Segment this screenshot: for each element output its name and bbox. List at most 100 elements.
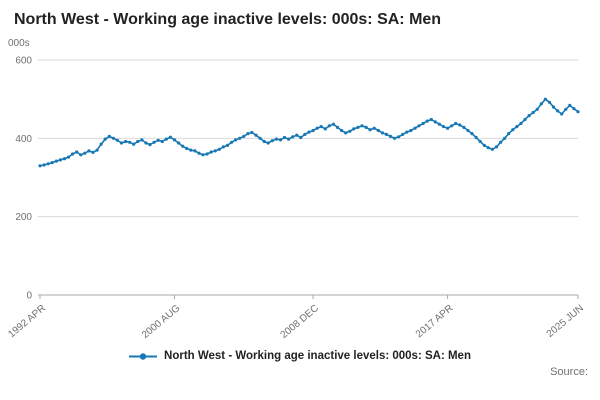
series-point (172, 138, 177, 142)
series-point (499, 140, 503, 144)
series-point (568, 103, 572, 107)
series-point (111, 136, 115, 140)
chart-title: North West - Working age inactive levels… (14, 11, 442, 28)
series-point (437, 122, 441, 126)
series-point (405, 130, 409, 134)
series-point (462, 125, 466, 129)
series-point (71, 152, 75, 156)
series-point (168, 135, 172, 139)
series-point (327, 124, 331, 128)
series-point (225, 143, 230, 147)
series-point (450, 124, 454, 128)
series-point (282, 135, 287, 140)
series-point (409, 128, 413, 133)
series-point (368, 128, 372, 132)
series-point (234, 138, 238, 142)
series-point (384, 132, 388, 136)
series-point (429, 117, 433, 122)
series-point (66, 155, 71, 159)
series-point (458, 123, 462, 127)
series-point (213, 149, 217, 153)
series-point (189, 148, 193, 152)
series-point (299, 135, 303, 140)
series-point (185, 146, 189, 151)
series-point (315, 126, 319, 130)
series-point (551, 105, 556, 109)
x-tick-label: 2017 APR (414, 303, 456, 340)
series-point (238, 136, 242, 140)
series-point (335, 125, 340, 129)
series-point (209, 150, 213, 154)
series-point (152, 140, 156, 144)
series-point (270, 139, 274, 143)
series-point (254, 133, 258, 137)
legend-marker-dot (139, 352, 147, 360)
series-point (560, 112, 564, 116)
series-point (535, 107, 539, 111)
series-point (128, 140, 132, 144)
y-tick-label: 600 (15, 56, 32, 67)
source-label: Source: (550, 366, 588, 378)
series-point (54, 159, 58, 163)
series-point (42, 163, 46, 167)
series-point (490, 147, 494, 151)
series-point (356, 125, 360, 129)
series-point (543, 97, 548, 101)
series-point (515, 125, 519, 129)
series-point (291, 135, 295, 139)
series-point (87, 149, 91, 153)
series-point (258, 136, 262, 140)
chart-legend: North West - Working age inactive levels… (0, 350, 600, 362)
series-point (454, 121, 458, 126)
series-point (250, 130, 254, 135)
series-point (470, 132, 474, 136)
series-point (572, 107, 576, 111)
series-point (478, 139, 482, 144)
series-point (274, 137, 278, 141)
series-point (115, 138, 119, 142)
series-point (340, 128, 344, 133)
series-point (466, 128, 470, 133)
series-point (319, 125, 323, 129)
series-point (352, 127, 356, 131)
series-point (262, 139, 266, 144)
series-point (217, 147, 221, 151)
series-point (181, 144, 185, 148)
series-point (58, 158, 63, 162)
series-point (564, 107, 568, 111)
line-chart: 000s 0 200 400 600 1992 APR 2000 AUG 2008 DEC 20… (6, 38, 586, 341)
series-point (221, 145, 225, 149)
series-point (425, 119, 429, 123)
legend-label: North West - Working age inactive levels… (164, 350, 471, 362)
series-point (376, 128, 380, 133)
series-point (62, 157, 67, 161)
series-point (511, 128, 515, 132)
series-point (124, 139, 128, 144)
series-point (278, 138, 283, 142)
series-point (547, 100, 552, 104)
series-point (372, 126, 376, 130)
series-point (164, 137, 168, 141)
series-point (401, 132, 405, 136)
series-point (99, 142, 103, 146)
x-tick-label: 2000 AUG (140, 303, 183, 341)
series-point (107, 134, 111, 138)
series-point (348, 129, 352, 133)
series-point (380, 131, 384, 135)
series-point (446, 126, 450, 130)
series-point (303, 132, 307, 136)
series-point (307, 130, 311, 134)
series-point (576, 110, 580, 114)
series-point (144, 141, 148, 145)
series-point (393, 136, 397, 140)
series-point (295, 133, 299, 137)
series-point (103, 137, 107, 141)
series-point (417, 124, 421, 128)
series-point (331, 122, 336, 126)
series-point (503, 136, 507, 140)
series-point (46, 162, 50, 166)
series-point (242, 134, 246, 138)
series-point (136, 139, 140, 144)
y-axis-unit-label: 000s (8, 38, 30, 49)
series-point (474, 135, 478, 140)
